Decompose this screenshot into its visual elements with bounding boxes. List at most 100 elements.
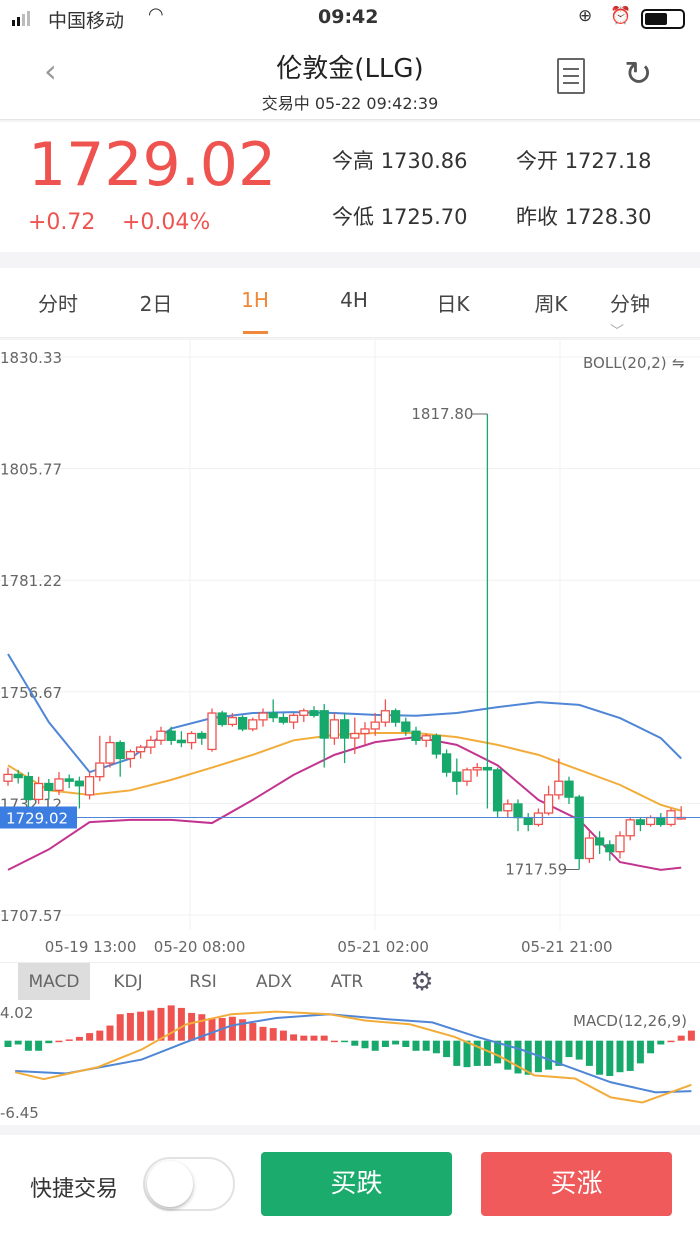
tab-daily[interactable]: 日K [436,292,470,316]
x-tick-label: 05-19 13:00 [45,938,137,956]
tab-2d[interactable]: 2日 [139,292,173,316]
macd-bar [24,1040,32,1051]
candle-body [441,753,452,773]
candle [472,763,482,777]
page-title: 伦敦金(LLG) [276,54,424,84]
macd-bar [198,1014,206,1041]
candle-body [207,712,217,751]
swap-icon[interactable]: ⇋ [672,354,685,372]
tab-adx[interactable]: ADX [255,972,293,992]
macd-bar [667,1040,675,1043]
prev-close-value: 1728.30 [564,205,652,229]
candle [248,717,258,732]
tab-macd[interactable]: MACD [18,963,90,1001]
candlestick-chart[interactable]: BOLL(20,2) ⇋ 1830.33 1805.77 1781.22 1756.6… [0,340,700,962]
candle [554,758,564,800]
candle-body [197,732,207,739]
candle [564,776,574,804]
macd-y-min: -6.45 [0,1104,39,1122]
candle-body [625,819,635,837]
tab-minutes[interactable]: 分钟 ﹀ [610,288,670,341]
candle [452,758,462,795]
buy-button[interactable]: 买涨 [481,1152,672,1216]
candle [513,799,523,832]
macd-bar [330,1040,338,1043]
tab-1h[interactable]: 1H [241,288,269,312]
candle [64,774,74,789]
candle-body [95,762,105,778]
candle [125,749,136,768]
candle [146,735,156,754]
candle [441,749,452,777]
candle [319,703,329,768]
macd-bar [147,1010,155,1041]
macd-bar [35,1040,43,1051]
candle-body [360,728,370,735]
tab-rsi[interactable]: RSI [189,972,217,992]
min-price-label: 1717.59 [505,860,567,878]
candle [23,772,34,814]
candle-body [309,710,319,716]
macd-bar [341,1040,349,1043]
tab-kdj[interactable]: KDJ [113,972,143,992]
candle [156,726,166,745]
macd-bar [443,1040,451,1058]
macd-bar [279,1030,287,1041]
candle-body [237,716,248,730]
candle [176,731,187,748]
settings-gear-icon[interactable]: ⚙ [410,967,434,997]
candle-body [105,741,115,764]
candle-body [574,796,584,860]
chevron-down-icon: ﹀ [610,324,624,340]
candle-body [278,716,289,723]
macd-bar [351,1040,359,1046]
y-tick-label: 1781.22 [0,572,62,590]
candle-body [186,732,197,744]
candle-body [135,746,146,753]
candle-body [390,710,401,723]
candle-body [299,710,309,716]
refresh-icon[interactable]: ↻ [624,54,653,94]
macd-bar [504,1040,512,1070]
candle [370,713,380,736]
candle [197,731,207,745]
macd-bar [483,1040,491,1066]
candle-body [584,837,595,860]
document-icon[interactable] [557,58,585,94]
candle-body [74,780,85,787]
macd-bar [657,1040,665,1045]
tab-atr[interactable]: ATR [330,972,364,992]
sell-button[interactable]: 买跌 [261,1152,452,1216]
quick-trade-toggle[interactable] [143,1157,235,1211]
candle [503,799,513,818]
macd-bar [473,1040,481,1066]
candle-body [3,773,13,782]
candle [3,767,13,786]
macd-bar [269,1028,277,1041]
macd-bar [14,1040,22,1045]
macd-bar [565,1040,573,1058]
tab-weekly[interactable]: 周K [534,292,568,316]
candle-body [146,739,156,748]
candle-body [319,710,329,739]
macd-bar [259,1026,267,1041]
macd-bar [106,1025,114,1041]
back-icon[interactable]: ‹ [44,52,57,90]
open-label: 今开 [516,149,558,173]
candle-body [227,716,238,726]
macd-bar [4,1040,12,1047]
macd-bar [228,1016,236,1041]
macd-bar [606,1040,614,1076]
candle [543,785,554,816]
candle [339,713,350,764]
trading-status: 交易中 05-22 09:42:39 [261,94,439,113]
candle [431,733,442,759]
candle [350,717,360,754]
tab-fenshi[interactable]: 分时 [38,292,78,316]
candle-body [594,837,605,846]
candle [523,813,533,832]
candle-body [554,780,564,796]
tab-4h[interactable]: 4H [340,288,368,312]
candle [237,715,248,732]
battery-icon [641,9,685,29]
